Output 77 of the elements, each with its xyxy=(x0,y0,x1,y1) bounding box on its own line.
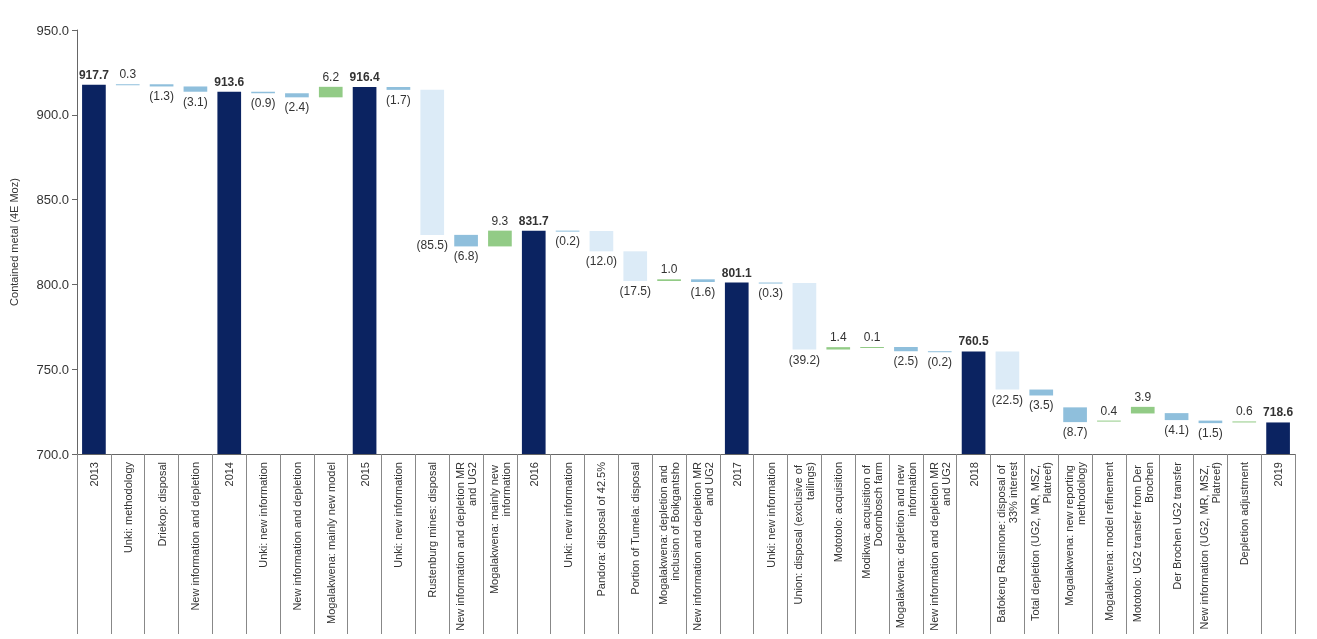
x-tick-label: 2018 xyxy=(967,462,980,487)
y-tick-label: 750.0 xyxy=(36,361,69,377)
x-tick-label: Mogalakwena: mainly new model xyxy=(324,462,337,625)
x-tick-label: Bafokeng Rasimone: disposal of 33% interest xyxy=(995,462,1020,623)
data-label: 801.1 xyxy=(721,265,753,280)
data-label: (3.5) xyxy=(1028,398,1054,413)
data-label: 3.9 xyxy=(1134,389,1152,404)
y-tick-label: 950.0 xyxy=(36,22,69,38)
data-label: (4.1) xyxy=(1164,423,1189,438)
data-label: 9.3 xyxy=(491,213,509,228)
data-label: (2.4) xyxy=(284,100,310,115)
data-label: (2.5) xyxy=(893,354,919,369)
data-label: 6.2 xyxy=(322,69,340,84)
x-tick-label: Modikwa: acquisition of Doornbosch farm xyxy=(860,462,885,579)
x-tick-label: New information and depletion xyxy=(290,462,303,611)
data-label: (0.3) xyxy=(758,286,783,301)
x-tick-label: Driekop: disposal xyxy=(155,462,168,547)
x-tick-label: Mogalakwena: mainly new information xyxy=(487,462,512,595)
x-tick-label: 2015 xyxy=(358,462,371,487)
data-label: (1.5) xyxy=(1198,426,1223,441)
x-tick-label: 2016 xyxy=(527,462,540,487)
x-tick-label: Total depletion (UG2, MR, MSZ, Platreef) xyxy=(1029,462,1054,621)
x-tick-label: Union: disposal (exclusive of tailings) xyxy=(792,462,817,605)
x-tick-label: New information (UG2, MR, MSZ, Platreef) xyxy=(1198,462,1223,630)
data-label: (0.9) xyxy=(250,96,276,111)
x-tick-label: Unki: new information xyxy=(561,462,574,568)
data-label: 0.1 xyxy=(863,329,881,344)
y-tick-label: 900.0 xyxy=(36,107,69,123)
x-tick-label: Depletion adjustment xyxy=(1238,462,1251,566)
x-tick-label: Mogalakwena: depletion and new information xyxy=(893,462,918,629)
data-label: (8.7) xyxy=(1062,425,1088,440)
x-tick-label: Unki: new information xyxy=(764,462,777,568)
x-tick-label: Mogalakwena: model refinement xyxy=(1102,462,1115,621)
data-label: (39.2) xyxy=(788,352,821,367)
data-label: 831.7 xyxy=(518,213,550,228)
x-tick-label: Unki: methodology xyxy=(121,461,134,554)
x-tick-label: 2013 xyxy=(87,462,100,487)
data-label: 0.6 xyxy=(1235,404,1253,419)
x-tick-label: 2017 xyxy=(730,462,743,487)
data-label: 913.6 xyxy=(214,74,245,89)
y-tick-label: 850.0 xyxy=(36,192,69,208)
data-label: (1.6) xyxy=(690,285,716,300)
x-tick-label: Mototolo: UG2 transfer from Der Brochen xyxy=(1130,462,1155,623)
data-label: 718.6 xyxy=(1263,405,1294,420)
x-tick-label: Unki: new information xyxy=(257,462,270,568)
y-tick-label: 700.0 xyxy=(36,446,69,462)
x-tick-label: Pandora: disposal of 42.5% xyxy=(595,461,608,597)
x-tick-label: Unki: new information xyxy=(392,462,405,568)
data-label: (17.5) xyxy=(619,284,651,299)
y-tick-label: 800.0 xyxy=(36,276,69,292)
data-label: 1.0 xyxy=(660,262,678,277)
data-label: (1.3) xyxy=(149,89,174,104)
data-label: (22.5) xyxy=(991,392,1024,407)
data-label: 0.3 xyxy=(119,67,137,82)
data-label: (3.1) xyxy=(183,94,208,109)
x-tick-label: Der Brochen UG2 transfer xyxy=(1170,461,1183,590)
data-label: (12.0) xyxy=(585,254,618,269)
x-tick-label: Rustenburg mines: disposal xyxy=(426,462,439,598)
x-tick-label: Mototolo: acquisition xyxy=(832,462,845,563)
data-label: 917.7 xyxy=(78,67,110,82)
data-label: (6.8) xyxy=(453,249,479,264)
data-label: 760.5 xyxy=(958,334,989,349)
x-tick-label: New information and depletion MR and UG2 xyxy=(454,461,479,631)
data-label: (1.7) xyxy=(386,92,411,107)
x-tick-label: Portion of Tumela: disposal xyxy=(629,462,642,595)
data-label: (0.2) xyxy=(927,354,953,369)
x-tick-label: Mogalakwena: depletion and inclusion of Boikgantsho xyxy=(657,462,682,606)
x-tick-label: 2014 xyxy=(223,462,236,487)
data-label: (0.2) xyxy=(555,233,580,248)
data-label: 916.4 xyxy=(349,69,380,84)
x-tick-label: Mogalakwena: new reporting methodology xyxy=(1063,461,1088,606)
y-axis-title: Contained metal (4E Moz) xyxy=(7,178,20,306)
data-label: (85.5) xyxy=(416,237,448,252)
data-label: 1.4 xyxy=(829,330,847,345)
x-tick-label: New information and depletion xyxy=(189,462,202,611)
data-label: 0.4 xyxy=(1100,403,1118,418)
x-tick-label: 2019 xyxy=(1272,462,1285,487)
